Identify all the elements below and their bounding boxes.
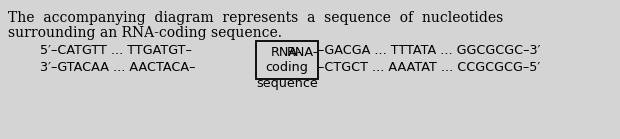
Text: RNA-: RNA- — [287, 46, 319, 59]
Bar — [256, 41, 318, 79]
Text: –CTGCT ... AAATAT ... CCGCGCG–5′: –CTGCT ... AAATAT ... CCGCGCG–5′ — [318, 61, 540, 74]
Text: surrounding an RNA-coding sequence.: surrounding an RNA-coding sequence. — [8, 26, 282, 40]
Text: RNA-
coding
sequence: RNA- coding sequence — [256, 46, 318, 90]
Text: 3′–GTACAA ... AACTACA–: 3′–GTACAA ... AACTACA– — [40, 61, 195, 74]
Text: The  accompanying  diagram  represents  a  sequence  of  nucleotides: The accompanying diagram represents a se… — [8, 11, 503, 25]
Text: –GACGA ... TTTATA ... GGCGCGC–3′: –GACGA ... TTTATA ... GGCGCGC–3′ — [318, 44, 541, 57]
Text: 5′–CATGTT ... TTGATGT–: 5′–CATGTT ... TTGATGT– — [40, 44, 192, 57]
